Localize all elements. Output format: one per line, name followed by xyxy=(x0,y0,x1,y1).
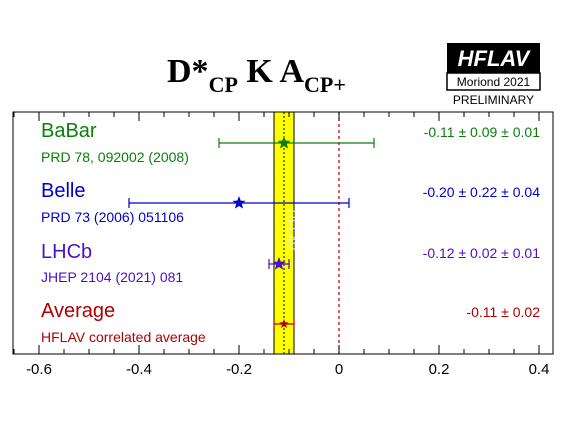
logo-brand: HFLAV xyxy=(458,46,532,71)
measurement-result: -0.11 ± 0.09 ± 0.01 xyxy=(424,124,541,140)
measurement-result: -0.20 ± 0.22 ± 0.04 xyxy=(423,184,541,200)
central-value-marker xyxy=(232,196,246,209)
measurement-list: BaBar PRD 78, 092002 (2008) -0.11 ± 0.09 ±… xyxy=(41,120,540,345)
measurement-reference: PRD 78, 092002 (2008) xyxy=(41,149,189,165)
measurement-average: Average HFLAV correlated average -0.11 ± 0… xyxy=(41,300,540,345)
measurement-reference: JHEP 2104 (2021) 081 xyxy=(41,269,183,285)
band-watermark: HFLAV xyxy=(284,210,299,251)
title-subscript-2: CP+ xyxy=(304,72,346,97)
hflav-logo: HFLAV Moriond 2021 PRELIMINARY xyxy=(446,43,541,107)
x-tick-label: -0.4 xyxy=(126,361,152,378)
x-axis: -0.6 -0.4 -0.2 0 0.2 0.4 xyxy=(13,112,550,378)
logo-status: PRELIMINARY xyxy=(453,93,534,107)
title-middle: K A xyxy=(238,53,305,90)
plot-frame xyxy=(12,111,554,355)
measurement-name: LHCb xyxy=(41,241,92,263)
measurement-name: Belle xyxy=(41,180,85,202)
logo-edition-box xyxy=(446,72,541,91)
x-tick-label: 0.2 xyxy=(429,361,450,378)
measurement-babar: BaBar PRD 78, 092002 (2008) -0.11 ± 0.09 ±… xyxy=(41,120,540,165)
x-tick-label: 0.4 xyxy=(529,361,550,378)
title-main: D* xyxy=(167,53,209,90)
measurement-result: -0.12 ± 0.02 ± 0.01 xyxy=(423,245,541,261)
measurement-lhcb: LHCb JHEP 2104 (2021) 081 -0.12 ± 0.02 ± 0… xyxy=(41,241,540,285)
measurement-name: BaBar xyxy=(41,120,97,142)
measurement-reference: HFLAV correlated average xyxy=(41,329,206,345)
measurement-belle: Belle PRD 73 (2006) 051106 -0.20 ± 0.22 ± … xyxy=(41,180,540,225)
measurement-result: -0.11 ± 0.02 xyxy=(466,304,540,320)
chart-title: D*CP K ACP+ xyxy=(167,53,346,97)
x-tick-label: -0.6 xyxy=(26,361,52,378)
central-value-marker xyxy=(279,319,289,329)
logo-edition: Moriond 2021 xyxy=(457,75,531,89)
measurement-name: Average xyxy=(41,300,115,322)
x-tick-label: 0 xyxy=(335,361,343,378)
measurement-reference: PRD 73 (2006) 051106 xyxy=(41,209,184,225)
title-subscript-1: CP xyxy=(209,72,238,97)
logo-brand-box xyxy=(447,43,540,73)
central-value-marker xyxy=(277,136,291,149)
x-tick-label: -0.2 xyxy=(226,361,252,378)
central-value-marker xyxy=(272,257,286,270)
